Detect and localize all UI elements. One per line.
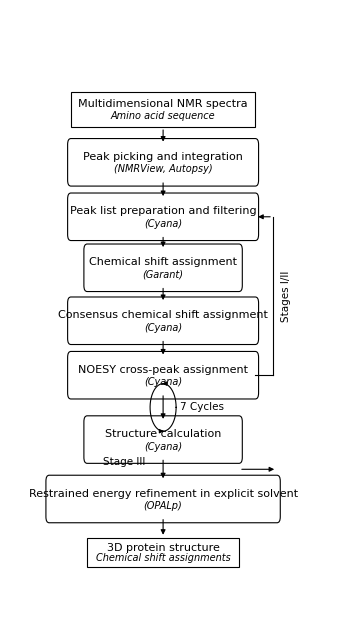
Text: Peak list preparation and filtering: Peak list preparation and filtering (70, 206, 257, 217)
Text: Amino acid sequence: Amino acid sequence (111, 111, 215, 122)
Text: Peak picking and integration: Peak picking and integration (83, 152, 243, 162)
Text: (Cyana): (Cyana) (144, 442, 182, 452)
Text: Restrained energy refinement in explicit solvent: Restrained energy refinement in explicit… (29, 489, 298, 499)
FancyBboxPatch shape (71, 91, 256, 127)
Text: Structure calculation: Structure calculation (105, 430, 221, 439)
Text: (Garant): (Garant) (142, 270, 184, 280)
Text: 7 Cycles: 7 Cycles (180, 403, 224, 412)
Text: Chemical shift assignments: Chemical shift assignments (96, 554, 230, 563)
Text: 3D protein structure: 3D protein structure (107, 543, 219, 553)
FancyBboxPatch shape (46, 475, 280, 523)
Text: Consensus chemical shift assignment: Consensus chemical shift assignment (58, 311, 268, 320)
Text: (Cyana): (Cyana) (144, 323, 182, 333)
FancyBboxPatch shape (84, 244, 242, 291)
Text: (NMRView, Autopsy): (NMRView, Autopsy) (114, 165, 212, 174)
FancyBboxPatch shape (68, 352, 259, 399)
Text: NOESY cross-peak assignment: NOESY cross-peak assignment (78, 365, 248, 375)
Text: Stages I/II: Stages I/II (281, 270, 291, 322)
FancyBboxPatch shape (68, 297, 259, 345)
Text: Stage III: Stage III (104, 457, 146, 467)
FancyBboxPatch shape (68, 138, 259, 186)
Text: (Cyana): (Cyana) (144, 377, 182, 387)
FancyBboxPatch shape (84, 416, 242, 464)
Text: (Cyana): (Cyana) (144, 219, 182, 229)
Text: (OPALp): (OPALp) (144, 501, 182, 511)
Text: Chemical shift assignment: Chemical shift assignment (89, 257, 237, 267)
FancyBboxPatch shape (68, 193, 259, 240)
FancyBboxPatch shape (87, 538, 239, 567)
Text: Multidimensional NMR spectra: Multidimensional NMR spectra (78, 99, 248, 109)
